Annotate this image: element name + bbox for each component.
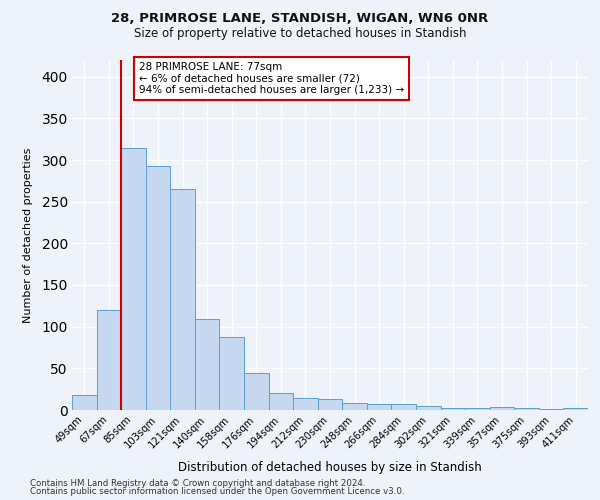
Text: Contains public sector information licensed under the Open Government Licence v3: Contains public sector information licen… xyxy=(30,487,404,496)
Bar xyxy=(195,319,220,410)
Bar xyxy=(220,336,244,410)
Bar xyxy=(293,398,318,410)
Bar xyxy=(391,404,416,410)
Bar xyxy=(170,189,195,410)
Text: Contains HM Land Registry data © Crown copyright and database right 2024.: Contains HM Land Registry data © Crown c… xyxy=(30,478,365,488)
Bar xyxy=(342,404,367,410)
Bar xyxy=(563,408,588,410)
Bar xyxy=(514,408,539,410)
Bar xyxy=(244,372,269,410)
Bar xyxy=(416,406,440,410)
Bar xyxy=(269,394,293,410)
Y-axis label: Number of detached properties: Number of detached properties xyxy=(23,148,33,322)
Bar xyxy=(97,310,121,410)
Bar xyxy=(318,399,342,410)
Bar xyxy=(440,408,465,410)
Bar xyxy=(367,404,391,410)
Bar xyxy=(490,406,514,410)
Text: 28 PRIMROSE LANE: 77sqm
← 6% of detached houses are smaller (72)
94% of semi-det: 28 PRIMROSE LANE: 77sqm ← 6% of detached… xyxy=(139,62,404,95)
Bar xyxy=(539,409,563,410)
Bar xyxy=(121,148,146,410)
Bar xyxy=(72,395,97,410)
Text: 28, PRIMROSE LANE, STANDISH, WIGAN, WN6 0NR: 28, PRIMROSE LANE, STANDISH, WIGAN, WN6 … xyxy=(112,12,488,26)
X-axis label: Distribution of detached houses by size in Standish: Distribution of detached houses by size … xyxy=(178,461,482,474)
Text: Size of property relative to detached houses in Standish: Size of property relative to detached ho… xyxy=(134,28,466,40)
Bar xyxy=(465,408,490,410)
Bar xyxy=(146,166,170,410)
